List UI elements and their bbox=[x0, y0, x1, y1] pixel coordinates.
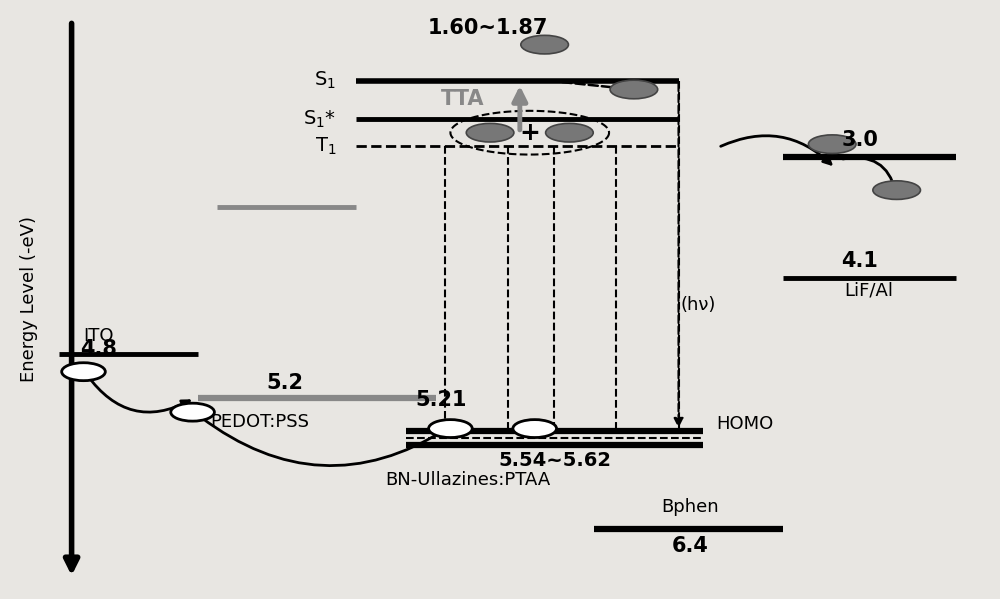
Text: (hν): (hν) bbox=[681, 296, 716, 314]
Text: 5.54~5.62: 5.54~5.62 bbox=[498, 451, 611, 470]
Text: Bphen: Bphen bbox=[662, 498, 719, 516]
Ellipse shape bbox=[466, 123, 514, 142]
Text: BN-Ullazines:PTAA: BN-Ullazines:PTAA bbox=[386, 471, 551, 489]
Text: S$_1$*: S$_1$* bbox=[303, 108, 336, 129]
Ellipse shape bbox=[546, 123, 593, 142]
Text: 5.2: 5.2 bbox=[266, 373, 303, 392]
Text: PEDOT:PSS: PEDOT:PSS bbox=[211, 413, 310, 431]
Text: 1.60~1.87: 1.60~1.87 bbox=[428, 18, 548, 38]
Text: 4.1: 4.1 bbox=[842, 251, 878, 271]
Text: 4.8: 4.8 bbox=[80, 338, 117, 359]
Ellipse shape bbox=[521, 35, 568, 54]
Text: Energy Level (-eV): Energy Level (-eV) bbox=[20, 216, 38, 383]
Text: S$_1$: S$_1$ bbox=[314, 70, 336, 92]
Ellipse shape bbox=[429, 420, 472, 437]
Text: 6.4: 6.4 bbox=[672, 536, 709, 556]
Text: HOMO: HOMO bbox=[716, 415, 773, 433]
Ellipse shape bbox=[62, 363, 105, 380]
Text: T$_1$: T$_1$ bbox=[315, 136, 336, 157]
Ellipse shape bbox=[171, 403, 214, 421]
Ellipse shape bbox=[873, 181, 920, 199]
Text: 3.0: 3.0 bbox=[842, 130, 878, 150]
Text: ITO: ITO bbox=[83, 326, 114, 344]
Text: LiF/Al: LiF/Al bbox=[844, 282, 893, 300]
Text: TTA: TTA bbox=[441, 89, 484, 110]
Ellipse shape bbox=[808, 135, 856, 153]
Ellipse shape bbox=[513, 420, 557, 437]
Text: 5.21: 5.21 bbox=[416, 390, 467, 410]
Text: +: + bbox=[519, 120, 540, 145]
Ellipse shape bbox=[610, 80, 658, 99]
